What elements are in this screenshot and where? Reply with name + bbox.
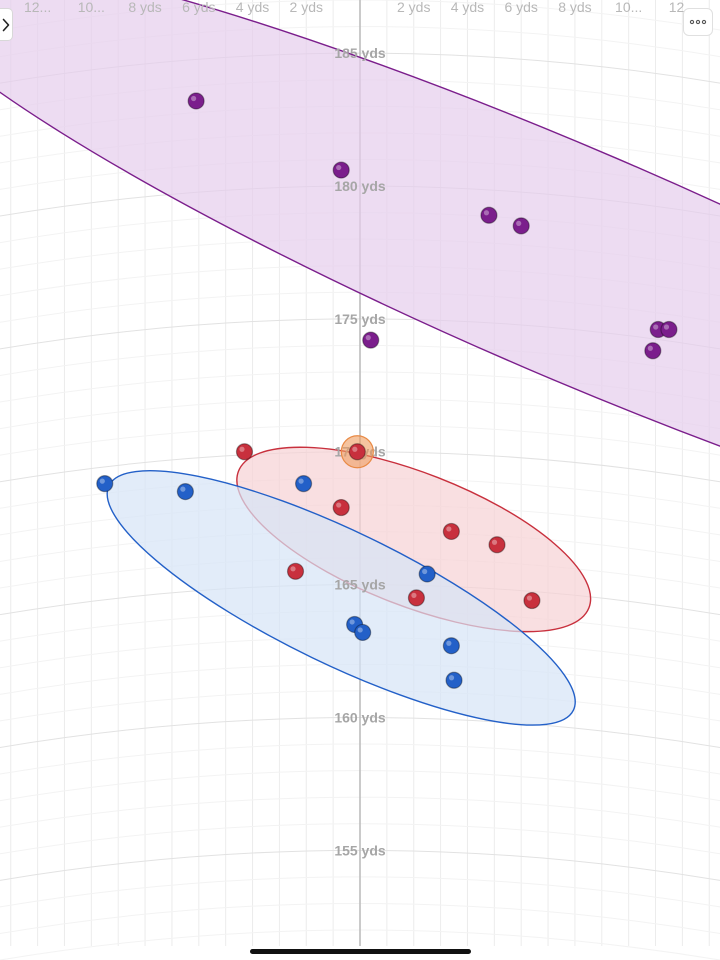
x-tick-label: 10... <box>78 0 105 15</box>
shot-point-highlight <box>357 627 363 633</box>
shot-point-highlight <box>647 345 653 351</box>
shot-point-series-2[interactable] <box>348 443 366 461</box>
x-tick-label: 10... <box>615 0 642 15</box>
shot-point-series-1[interactable] <box>480 206 498 224</box>
x-tick-label: 2 yds <box>290 0 323 15</box>
shot-point-series-1[interactable] <box>512 217 530 235</box>
ellipsis-icon <box>689 19 707 25</box>
shot-point-series-1[interactable] <box>644 342 662 360</box>
shot-point-highlight <box>411 592 417 598</box>
shot-point-highlight <box>516 220 522 226</box>
y-tick-label: 165 yds <box>334 577 386 593</box>
shot-point-highlight <box>446 526 452 532</box>
shot-point-series-3[interactable] <box>96 475 114 493</box>
shot-point-series-3[interactable] <box>442 637 460 655</box>
shot-point-series-2[interactable] <box>332 498 350 517</box>
shot-point-highlight <box>365 335 371 341</box>
shot-point-series-2[interactable] <box>442 522 460 541</box>
dispersion-ellipse-1 <box>0 0 720 573</box>
shot-point-series-3[interactable] <box>445 671 463 689</box>
shot-point-series-1[interactable] <box>362 331 380 349</box>
x-tick-label: 12... <box>24 0 51 15</box>
shot-point-highlight <box>491 539 498 545</box>
x-tick-label: 4 yds <box>451 0 484 15</box>
y-tick-label: 160 yds <box>334 709 386 725</box>
shot-point-highlight <box>526 595 533 601</box>
x-tick-label: 8 yds <box>558 0 591 15</box>
shot-point-highlight <box>653 324 659 330</box>
y-tick-label: 155 yds <box>334 842 386 858</box>
shot-point-highlight <box>336 502 342 508</box>
shot-point-series-3[interactable] <box>176 483 194 501</box>
x-tick-label: 2 yds <box>397 0 430 15</box>
y-tick-label: 180 yds <box>334 178 386 194</box>
x-tick-label: 6 yds <box>182 0 215 15</box>
shot-point-series-2[interactable] <box>407 589 426 607</box>
shot-point-highlight <box>191 95 197 102</box>
x-tick-label: 8 yds <box>128 0 161 15</box>
y-tick-label: 175 yds <box>334 311 386 327</box>
shot-point-highlight <box>446 640 452 646</box>
shot-point-highlight <box>663 324 670 330</box>
shot-point-highlight <box>239 446 245 452</box>
shot-point-highlight <box>352 446 358 452</box>
shot-point-highlight <box>422 568 428 575</box>
shot-point-highlight <box>483 210 490 216</box>
shot-point-highlight <box>99 478 105 484</box>
shot-point-highlight <box>336 164 342 171</box>
shot-point-series-3[interactable] <box>418 565 436 583</box>
shot-point-series-1[interactable] <box>187 92 205 110</box>
more-options-button[interactable] <box>683 8 713 36</box>
chevron-right-icon <box>2 18 10 31</box>
shot-points[interactable] <box>96 92 678 689</box>
shot-point-highlight <box>349 619 355 625</box>
dispersion-ellipses <box>0 0 720 726</box>
y-tick-label: 185 yds <box>334 45 386 61</box>
shot-point-highlight <box>290 566 296 572</box>
x-tick-label: 6 yds <box>504 0 537 15</box>
shot-point-series-3[interactable] <box>294 475 313 493</box>
shot-point-highlight <box>180 486 186 492</box>
shot-point-series-2[interactable] <box>488 536 506 554</box>
shot-point-series-3[interactable] <box>354 623 372 642</box>
shot-point-highlight <box>298 478 304 484</box>
shot-point-series-1[interactable] <box>332 161 350 179</box>
shot-point-series-2[interactable] <box>235 443 254 461</box>
shot-point-highlight <box>448 675 455 681</box>
shot-point-series-1[interactable] <box>660 320 678 339</box>
shot-point-series-2[interactable] <box>523 591 541 610</box>
home-indicator <box>250 949 471 954</box>
x-tick-label: 4 yds <box>236 0 269 15</box>
sidebar-toggle-button[interactable] <box>0 8 13 41</box>
shot-point-series-2[interactable] <box>286 562 305 580</box>
